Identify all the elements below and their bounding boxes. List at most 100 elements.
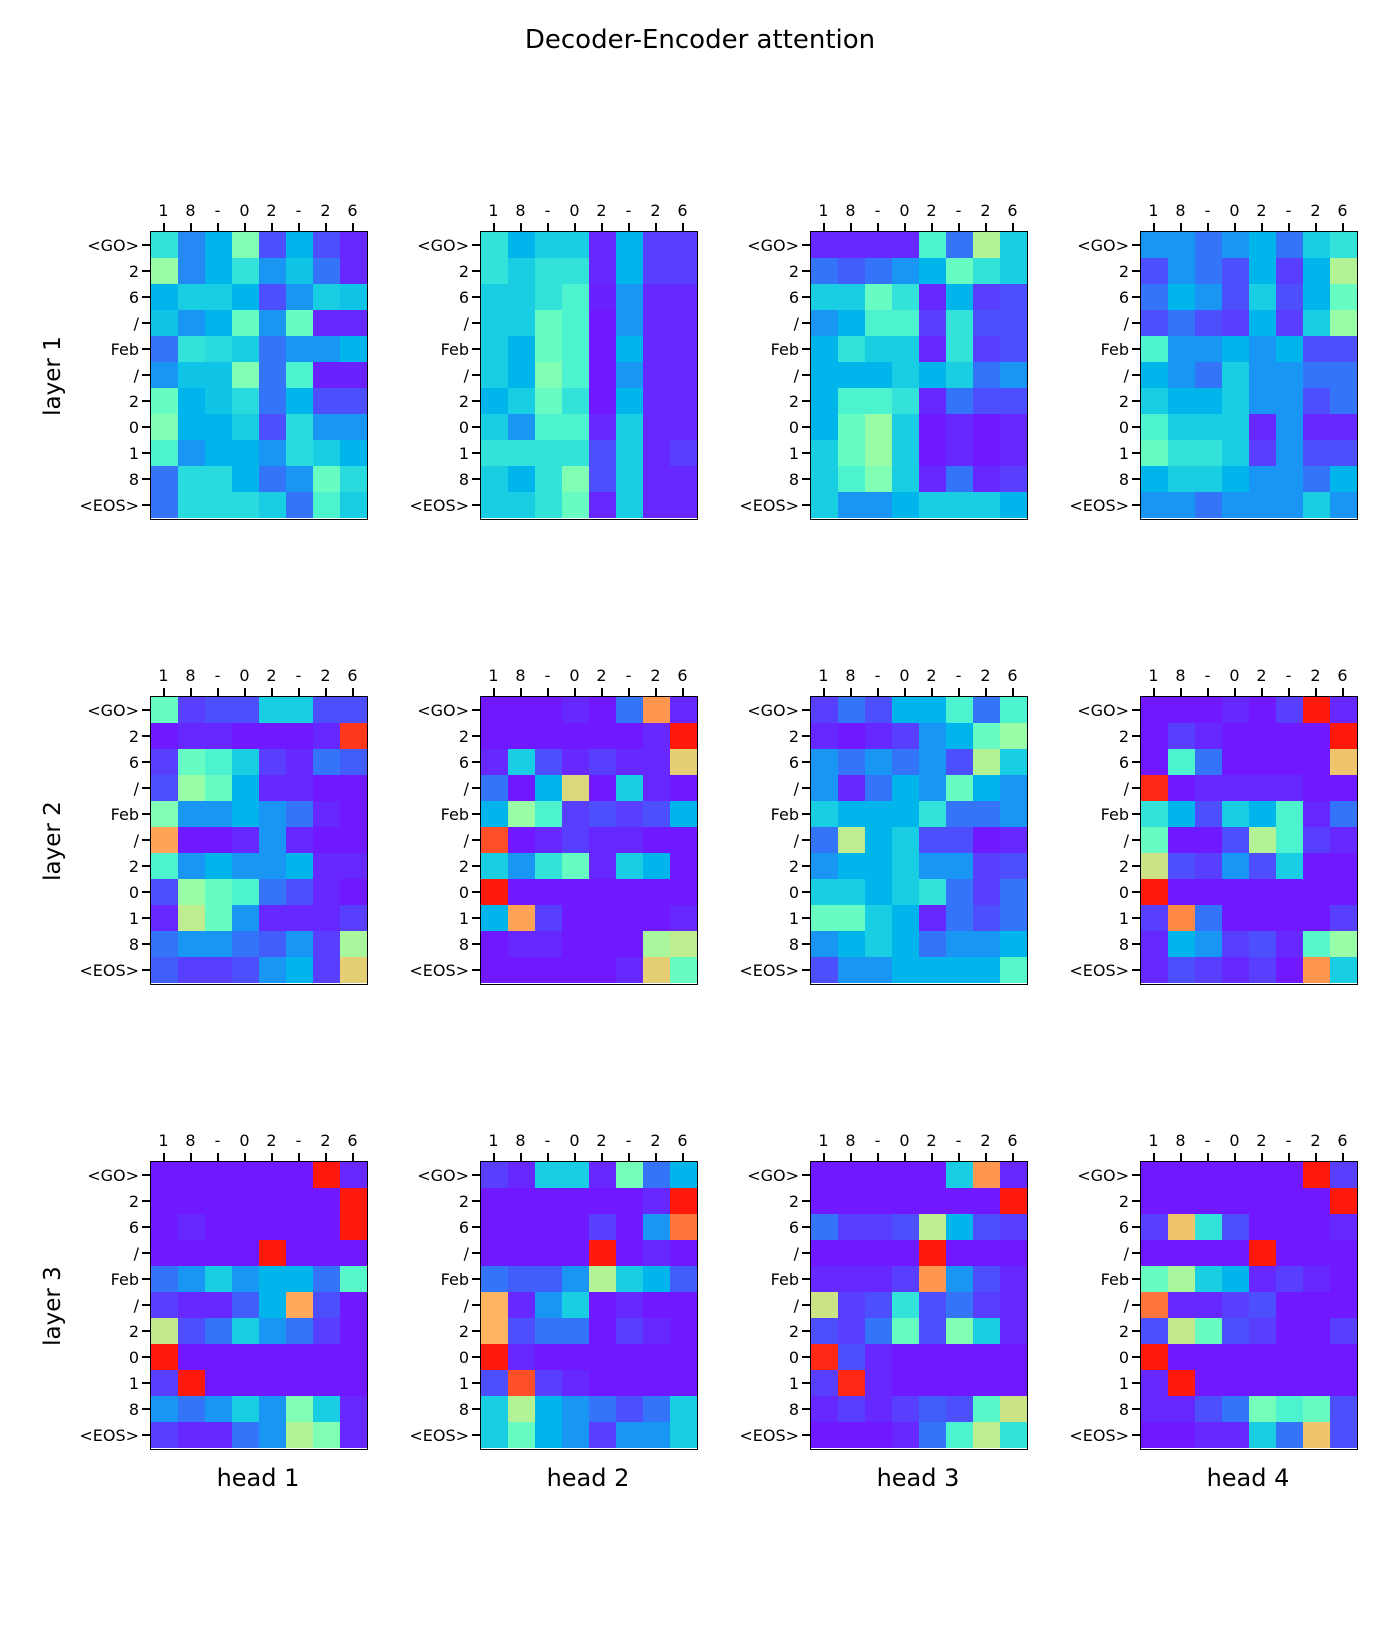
x-tick-label: 1 — [488, 666, 499, 685]
y-tick — [142, 374, 150, 376]
y-tick-label: 1 — [1118, 908, 1129, 928]
heatmap-cell — [1303, 801, 1330, 827]
x-tick-label: 2 — [320, 1131, 331, 1150]
heatmap-cell — [1222, 284, 1249, 310]
y-tick-row: / — [748, 775, 810, 801]
heatmap-cell — [616, 1162, 643, 1188]
heatmap-cell — [1222, 1318, 1249, 1344]
heatmap-cell — [1222, 1214, 1249, 1240]
subplot-layer1-head4: 1 8-0 2-2 6 <GO> 2 6/Feb/2 0 1 8 <EOS> — [1069, 201, 1358, 520]
y-tick — [1132, 478, 1140, 480]
y-tick-label: 2 — [1118, 1191, 1129, 1211]
heatmap-cell — [286, 232, 313, 258]
heatmap-cell — [535, 853, 562, 879]
heatmap-cell — [1276, 723, 1303, 749]
y-tick-label: / — [463, 313, 469, 333]
heatmap-cell — [508, 492, 535, 518]
y-tick — [472, 865, 480, 867]
heatmap-cell — [1000, 1370, 1027, 1396]
heatmap-cell — [232, 232, 259, 258]
heatmap-cell — [670, 284, 697, 310]
y-tick — [142, 296, 150, 298]
heatmap-cell — [919, 232, 946, 258]
y-axis: <GO> 2 6/Feb/2 0 1 8 <EOS> — [409, 696, 480, 985]
y-tick-row: 2 — [748, 388, 810, 414]
y-tick — [142, 1382, 150, 1384]
heatmap-cell — [508, 801, 535, 827]
heatmap-cell — [481, 414, 508, 440]
heatmap-cell — [286, 775, 313, 801]
y-tick-row: <EOS> — [1069, 1422, 1140, 1448]
heatmap-cell — [589, 284, 616, 310]
heatmap-cell — [616, 1344, 643, 1370]
x-ticks — [480, 1153, 699, 1161]
y-tick-row: / — [418, 310, 480, 336]
heatmap-cell — [1141, 232, 1168, 258]
y-tick-label: 2 — [1118, 856, 1129, 876]
heatmap-cell — [811, 801, 838, 827]
heatmap-cell — [535, 336, 562, 362]
heatmap-cell — [1303, 775, 1330, 801]
heatmap-cell — [562, 388, 589, 414]
heatmap-cell — [286, 697, 313, 723]
x-tick-label: 0 — [239, 666, 250, 685]
y-tick — [472, 426, 480, 428]
heatmap-cell — [865, 853, 892, 879]
heatmap-cell — [313, 466, 340, 492]
heatmap-cell — [865, 466, 892, 492]
heatmap-cell — [151, 853, 178, 879]
heatmap-cell — [1222, 1344, 1249, 1370]
heatmap-cell — [1249, 1396, 1276, 1422]
heatmap-cell — [340, 466, 367, 492]
heatmap-cell — [865, 388, 892, 414]
y-tick-row: 2 — [418, 1188, 480, 1214]
y-tick-row: Feb — [748, 1266, 810, 1292]
heatmap-cell — [811, 1188, 838, 1214]
y-tick — [1132, 1174, 1140, 1176]
heatmap-cell — [232, 362, 259, 388]
heatmap-cell — [1276, 1240, 1303, 1266]
y-tick-row: Feb — [748, 336, 810, 362]
layer-label: layer 2 — [40, 800, 66, 881]
heatmap-cell — [616, 336, 643, 362]
heatmap-cell — [1222, 905, 1249, 931]
heatmap-cell — [616, 723, 643, 749]
heatmap-cell — [1249, 492, 1276, 518]
heatmap-cell — [232, 414, 259, 440]
heatmap-cell — [1168, 879, 1195, 905]
heatmap-cell — [1303, 1318, 1330, 1344]
x-tick — [957, 688, 960, 696]
x-tick-label: 0 — [899, 201, 910, 220]
heatmap-cell — [1141, 336, 1168, 362]
heatmap-cell — [1249, 310, 1276, 336]
heatmap-cell — [1000, 1396, 1027, 1422]
heatmap-cell — [919, 1344, 946, 1370]
heatmap-cell — [313, 1266, 340, 1292]
heatmap-cell — [562, 1344, 589, 1370]
heatmap-cell — [1330, 466, 1357, 492]
heatmap-cell — [340, 284, 367, 310]
y-tick — [802, 452, 810, 454]
heatmap-cell — [232, 801, 259, 827]
heatmap-cell — [973, 1396, 1000, 1422]
heatmap-cell — [643, 801, 670, 827]
y-tick-row: 2 — [88, 258, 150, 284]
y-tick-row: Feb — [1078, 336, 1140, 362]
heatmap-cell — [1195, 232, 1222, 258]
heatmap-cell — [670, 362, 697, 388]
y-tick-row: <GO> — [747, 697, 810, 723]
heatmap-cell — [1222, 310, 1249, 336]
y-tick-label: 2 — [788, 726, 799, 746]
heatmap-cell — [892, 232, 919, 258]
plot-body: <GO> 2 6/Feb/2 0 1 8 <EOS> — [409, 696, 698, 985]
heatmap-cell — [1141, 1422, 1168, 1448]
heatmap-cell — [313, 362, 340, 388]
y-tick-label: <EOS> — [79, 495, 139, 515]
heatmap-cell — [1000, 697, 1027, 723]
heatmap-cell — [865, 1344, 892, 1370]
heatmap-cell — [286, 853, 313, 879]
x-tick — [984, 223, 987, 231]
